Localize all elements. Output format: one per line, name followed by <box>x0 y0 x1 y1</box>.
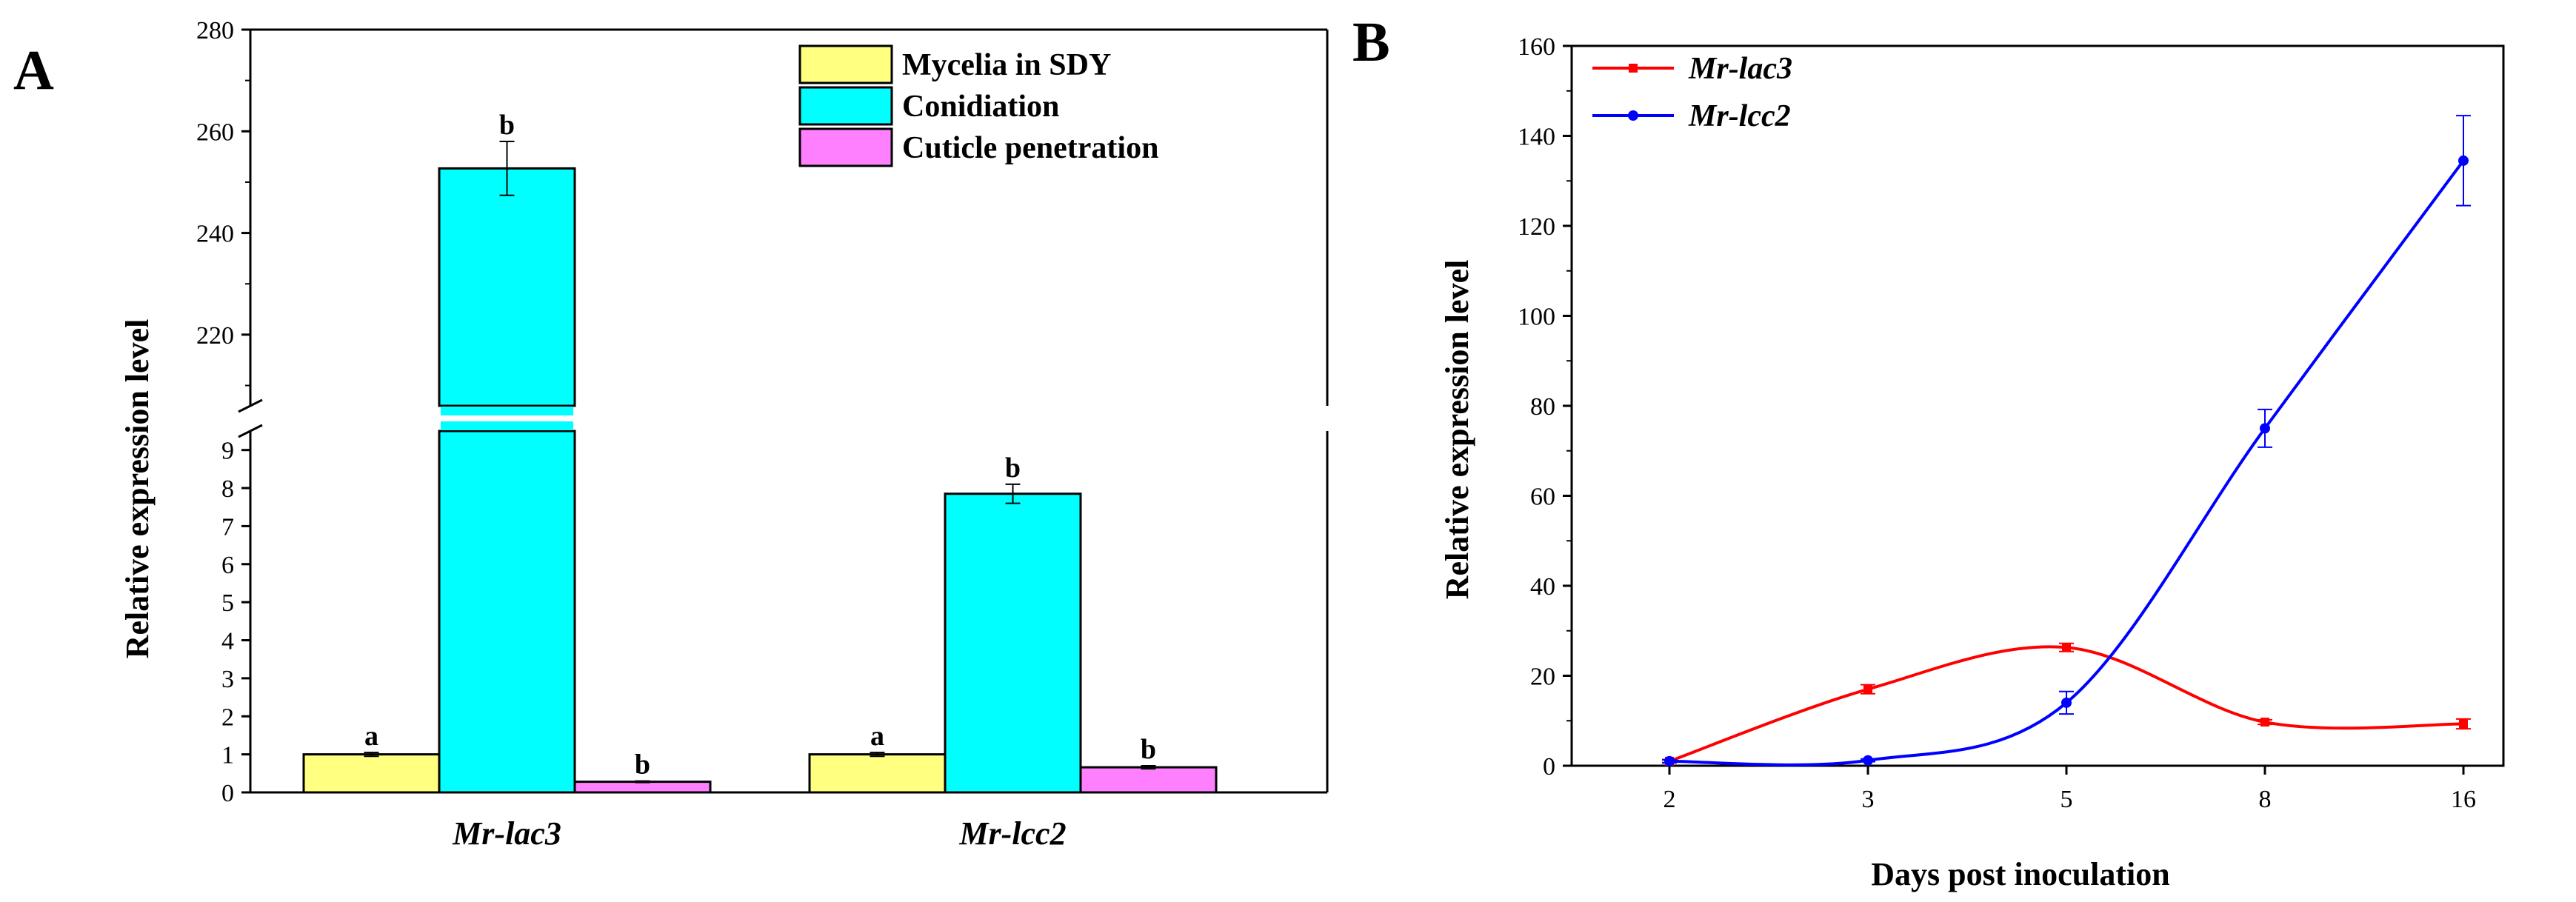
data-point-mr-lcc2 <box>1863 755 1873 766</box>
panel-a-y-tick-label: 8 <box>221 475 234 503</box>
bar-mycelia-in-sdy-mr-lcc2 <box>808 753 947 794</box>
series-line-mr-lcc2 <box>1669 159 2465 766</box>
bar-conidiation-mr-lcc2 <box>944 492 1082 794</box>
data-point-mr-lcc2 <box>1664 755 1675 766</box>
panel-b-x-axis-label: Days post inoculation <box>1871 856 2169 892</box>
panel-b-x-tick-label: 16 <box>2451 786 2476 813</box>
panel-a-y-tick-label: 1 <box>221 742 234 769</box>
panel-a-category-labels: Mr-lac3 Mr-lcc2 <box>452 815 1066 852</box>
panel-b-legend: Mr-lac3 Mr-lcc2 <box>1592 52 1792 133</box>
legend-swatch-mycelia-in-sdy <box>798 44 893 84</box>
panel-a-axes <box>238 28 1329 794</box>
bar-break-gap <box>439 415 575 421</box>
panel-a-y-tick-label: 280 <box>196 17 234 44</box>
panel-b-y-tick-label: 20 <box>1530 664 1555 691</box>
panel-b-label: B <box>1352 11 1390 73</box>
panel-a-axis-break-mark <box>238 424 263 438</box>
category-label-mr-lac3: Mr-lac3 <box>452 815 561 852</box>
bar-mycelia-in-sdy-mr-lac3 <box>302 753 441 794</box>
panel-a-y-tick-label: 7 <box>221 513 234 541</box>
legend-swatch-cuticle-penetration <box>798 127 893 167</box>
category-label-mr-lcc2: Mr-lcc2 <box>958 815 1066 852</box>
panel-b-y-tick-label: 0 <box>1543 753 1555 781</box>
bar-conidiation-mr-lac3-lower <box>438 430 576 794</box>
panel-a-bars <box>302 167 1218 794</box>
data-point-mr-lcc2 <box>2458 155 2469 166</box>
panel-a-y-tick-label: 3 <box>221 666 234 693</box>
panel-b-y-tick-label: 80 <box>1530 393 1555 421</box>
panel-b-y-tick-label: 140 <box>1518 124 1555 151</box>
panel-b-axes <box>1570 44 2505 767</box>
significance-letter: b <box>1005 452 1021 484</box>
panel-a: A Relative expression level 220240260280… <box>13 17 1329 852</box>
legend-marker <box>1629 64 1638 73</box>
panel-a-axis-break-mark <box>238 398 263 413</box>
panel-a-y-tick-label: 2 <box>221 704 234 731</box>
significance-letter: b <box>1141 734 1156 765</box>
panel-a-y-tick-label: 5 <box>221 589 234 617</box>
panel-a-y-tick-label: 220 <box>196 322 234 350</box>
panel-b-x-tick-label: 8 <box>2259 786 2272 813</box>
panel-b-y-tick-label: 100 <box>1518 304 1555 331</box>
bar-cuticle-penetration-mr-lcc2 <box>1079 766 1218 794</box>
significance-letter: b <box>499 110 515 141</box>
bar-cuticle-penetration-mr-lac3 <box>573 781 712 794</box>
panel-a-y-tick-label: 9 <box>221 438 234 465</box>
panel-a-y-tick-label: 4 <box>221 628 234 655</box>
bar-conidiation-mr-lac3-upper <box>438 167 576 407</box>
panel-a-error-bars <box>364 141 1156 784</box>
panel-a-y-tick-label: 260 <box>196 118 234 146</box>
legend-label-cuticle-penetration: Cuticle penetration <box>902 131 1158 165</box>
panel-b-y-tick-label: 120 <box>1518 213 1555 241</box>
panel-b-y-tick-label: 40 <box>1530 573 1555 601</box>
legend-label-mr-lcc2: Mr-lcc2 <box>1688 99 1791 133</box>
panel-a-upper-y-ticks: 220 240 260 280 <box>196 17 250 387</box>
bar-break-fill <box>441 407 573 417</box>
panel-a-label: A <box>13 39 54 101</box>
bar-break-fill <box>441 420 573 430</box>
panel-b-ticks: 0 20 40 60 80 100 120 140 160 2 3 5 8 16 <box>1518 33 2476 813</box>
panel-a-y-axis-label: Relative expression level <box>119 319 156 659</box>
panel-b-y-tick-label: 160 <box>1518 33 1555 61</box>
panel-a-y-tick-label: 240 <box>196 221 234 248</box>
panel-a-lower-y-ticks: 0 1 2 3 4 5 6 7 8 9 <box>221 438 250 807</box>
data-point-mr-lcc2 <box>2061 697 2072 708</box>
panel-a-y-tick-label: 0 <box>221 780 234 807</box>
panel-b-x-tick-label: 5 <box>2061 786 2073 813</box>
panel-b-x-tick-label: 2 <box>1664 786 1676 813</box>
legend-label-mr-lac3: Mr-lac3 <box>1688 52 1792 86</box>
legend-label-mycelia-in-sdy: Mycelia in SDY <box>902 48 1111 82</box>
panel-b-lines <box>1669 159 2465 766</box>
data-point-mr-lcc2 <box>2260 423 2270 434</box>
panel-a-significance-letters: a b b a b b <box>364 110 1156 781</box>
significance-letter: a <box>364 721 378 752</box>
legend-marker <box>1628 110 1638 121</box>
panel-a-legend: Mycelia in SDY Conidiation Cuticle penetra… <box>798 44 1158 167</box>
significance-letter: b <box>635 749 650 781</box>
panel-b-points <box>1662 115 2471 766</box>
data-point-mr-lac3 <box>1863 684 1872 694</box>
legend-label-conidiation: Conidiation <box>902 90 1059 124</box>
panel-b-x-tick-label: 3 <box>1862 786 1875 813</box>
panel-b: B Relative expression level Days post in… <box>1352 11 2505 892</box>
significance-letter: a <box>870 721 884 752</box>
legend-swatch-conidiation <box>798 86 893 126</box>
data-point-mr-lac3 <box>2459 719 2468 729</box>
panel-b-y-axis-label: Relative expression level <box>1439 260 1475 600</box>
panel-a-y-tick-label: 6 <box>221 552 234 579</box>
data-point-mr-lac3 <box>2260 718 2269 727</box>
panel-b-plot-frame <box>1570 44 2505 767</box>
data-point-mr-lac3 <box>2062 643 2071 652</box>
panel-b-y-tick-label: 60 <box>1530 484 1555 511</box>
